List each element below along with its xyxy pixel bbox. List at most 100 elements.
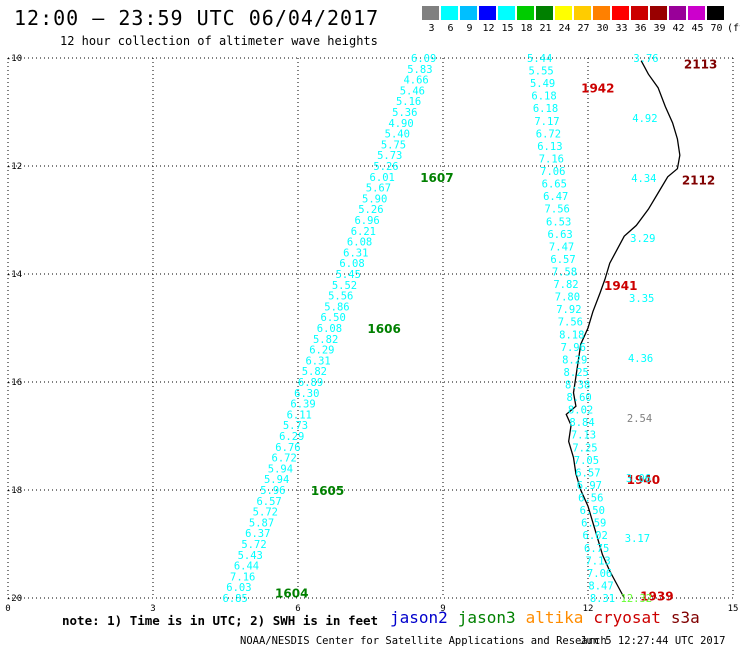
pass-number-label: 1606 <box>367 322 400 336</box>
wave-height-value: 5.90 <box>362 193 387 205</box>
legend-item-jason2: jason2 <box>390 608 448 627</box>
scale-swatch <box>555 6 572 20</box>
wave-height-value: 5.26 <box>373 161 398 173</box>
wave-height-value: 12.32 <box>621 593 653 605</box>
wave-height-value: 5.87 <box>249 517 274 529</box>
page-title: 12:00 – 23:59 UTC 06/04/2017 <box>14 6 380 30</box>
scale-swatch <box>441 6 458 20</box>
wave-height-value: 7.13 <box>585 555 610 567</box>
wave-height-value: 5.67 <box>366 183 391 195</box>
wave-height-value: 7.96 <box>561 342 586 354</box>
wave-height-value: 5.82 <box>313 334 338 346</box>
x-tick-label: 9 <box>440 604 445 614</box>
y-tick-label: -16 <box>6 378 22 388</box>
wave-height-value: 6.47 <box>543 191 568 203</box>
x-tick-label: 6 <box>295 604 300 614</box>
wave-height-value: 7.16 <box>230 571 255 583</box>
page-subtitle: 12 hour collection of altimeter wave hei… <box>60 34 378 48</box>
scale-swatch <box>574 6 591 20</box>
wave-height-value: 6.56 <box>578 493 603 505</box>
wave-height-value: 6.08 <box>317 323 342 335</box>
wave-height-value: 3.06 <box>626 473 651 485</box>
scale-swatch <box>517 6 534 20</box>
wave-height-value: 4.90 <box>388 118 413 130</box>
scale-label: 24 <box>558 23 571 34</box>
wave-height-value: 5.45 <box>336 269 361 281</box>
wave-height-value: 6.72 <box>272 453 297 465</box>
wave-height-value: 5.94 <box>264 474 289 486</box>
wave-height-value: 6.18 <box>533 103 558 115</box>
pass-number-label: 2113 <box>684 57 717 71</box>
wave-height-value: 7.92 <box>556 304 581 316</box>
scale-label: (ft) <box>727 23 740 34</box>
y-tick-label: -14 <box>6 270 22 280</box>
scale-label: 27 <box>577 23 590 34</box>
wave-height-value: 6.18 <box>531 91 556 103</box>
wave-height-value: 5.52 <box>332 280 357 292</box>
scale-swatch <box>460 6 477 20</box>
wave-height-value: 6.50 <box>321 312 346 324</box>
wave-height-value: 6.02 <box>583 530 608 542</box>
wave-height-value: 4.66 <box>403 75 428 87</box>
wave-height-value: 6.75 <box>584 543 609 555</box>
wave-height-value: 5.46 <box>400 85 425 97</box>
wave-height-value: 3.76 <box>633 53 658 65</box>
wave-height-value: 5.82 <box>302 366 327 378</box>
wave-height-value: 6.96 <box>354 215 379 227</box>
wave-height-value: 5.40 <box>385 129 410 141</box>
legend-item-jason3: jason3 <box>457 608 516 627</box>
wave-height-value: 6.08 <box>347 237 372 249</box>
wave-height-value: 6.89 <box>298 377 323 389</box>
wave-height-value: 7.56 <box>558 317 583 329</box>
wave-height-value: 5.83 <box>407 64 432 76</box>
legend-item-s3a: s3a <box>670 608 700 627</box>
wave-height-value: 6.65 <box>542 179 567 191</box>
wave-height-value: 3.17 <box>625 533 650 545</box>
scale-label: 70 <box>710 23 723 34</box>
pass-number-label: 1605 <box>311 484 344 498</box>
wave-height-value: 6.76 <box>275 442 300 454</box>
scale-label: 12 <box>482 23 495 34</box>
scale-swatch <box>631 6 648 20</box>
wave-height-value: 5.26 <box>358 204 383 216</box>
wave-height-value: 7.56 <box>545 204 570 216</box>
scale-label: 42 <box>672 23 685 34</box>
wave-height-value: 5.44 <box>527 53 552 65</box>
wave-height-value: 6.31 <box>305 355 330 367</box>
wave-height-value: 6.29 <box>309 345 334 357</box>
wave-height-value: 4.36 <box>628 353 653 365</box>
wave-height-value: 8.29 <box>562 354 587 366</box>
wave-height-value: 6.01 <box>370 172 395 184</box>
scale-swatch <box>498 6 515 20</box>
wave-height-value: 6.21 <box>351 226 376 238</box>
wave-height-value: 7.05 <box>574 455 599 467</box>
wave-height-value: 5.75 <box>381 139 406 151</box>
wave-height-value: 5.73 <box>377 150 402 162</box>
wave-height-value: 5.16 <box>396 96 421 108</box>
wave-height-value: 5.49 <box>530 78 555 90</box>
wave-height-value: 6.85 <box>223 593 248 605</box>
scale-label: 39 <box>653 23 666 34</box>
wave-height-value: 7.16 <box>539 153 564 165</box>
y-tick-label: -10 <box>6 54 22 64</box>
wave-height-value: 5.96 <box>260 485 285 497</box>
scale-label: 9 <box>466 23 473 34</box>
scale-swatch <box>669 6 686 20</box>
wave-height-value: 5.55 <box>528 66 553 78</box>
y-tick-label: -12 <box>6 162 22 172</box>
wave-height-value: 2.54 <box>627 413 652 425</box>
wave-height-value: 6.03 <box>226 582 251 594</box>
wave-height-value: 8.38 <box>565 380 590 392</box>
wave-height-value: 6.30 <box>294 388 319 400</box>
pass-number-label: 1940 <box>627 473 660 487</box>
scale-swatch <box>536 6 553 20</box>
legend-item-cryosat: cryosat <box>593 608 661 627</box>
pass-number-label: 2112 <box>682 174 715 188</box>
wave-height-value: 5.94 <box>268 463 293 475</box>
coastline <box>565 60 681 599</box>
wave-height-value: 4.92 <box>632 113 657 125</box>
pass-number-label: 1939 <box>640 589 673 603</box>
x-tick-label: 3 <box>150 604 155 614</box>
wave-height-value: 6.59 <box>581 518 606 530</box>
